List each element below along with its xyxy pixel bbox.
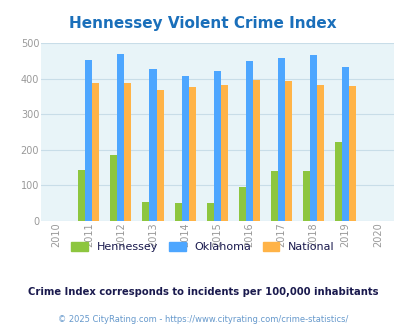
Bar: [78, 170, 85, 221]
Bar: [341, 68, 348, 221]
Bar: [284, 81, 291, 221]
Text: Crime Index corresponds to incidents per 100,000 inhabitants: Crime Index corresponds to incidents per…: [28, 287, 377, 297]
Bar: [206, 203, 213, 221]
Bar: [149, 69, 156, 221]
Bar: [316, 85, 323, 221]
Bar: [174, 203, 181, 221]
Bar: [213, 71, 220, 221]
Bar: [188, 87, 195, 221]
Legend: Hennessey, Oklahoma, National: Hennessey, Oklahoma, National: [66, 238, 339, 257]
Bar: [117, 54, 124, 221]
Bar: [142, 202, 149, 221]
Bar: [181, 77, 188, 221]
Bar: [302, 171, 309, 221]
Bar: [348, 86, 355, 221]
Bar: [110, 155, 117, 221]
Bar: [156, 90, 163, 221]
Bar: [270, 171, 277, 221]
Bar: [92, 83, 99, 221]
Bar: [252, 80, 259, 221]
Text: © 2025 CityRating.com - https://www.cityrating.com/crime-statistics/: © 2025 CityRating.com - https://www.city…: [58, 315, 347, 324]
Bar: [85, 60, 92, 221]
Bar: [124, 83, 131, 221]
Bar: [220, 84, 227, 221]
Bar: [238, 187, 245, 221]
Bar: [277, 58, 284, 221]
Bar: [334, 142, 341, 221]
Text: Hennessey Violent Crime Index: Hennessey Violent Crime Index: [69, 16, 336, 31]
Bar: [245, 61, 252, 221]
Bar: [309, 55, 316, 221]
